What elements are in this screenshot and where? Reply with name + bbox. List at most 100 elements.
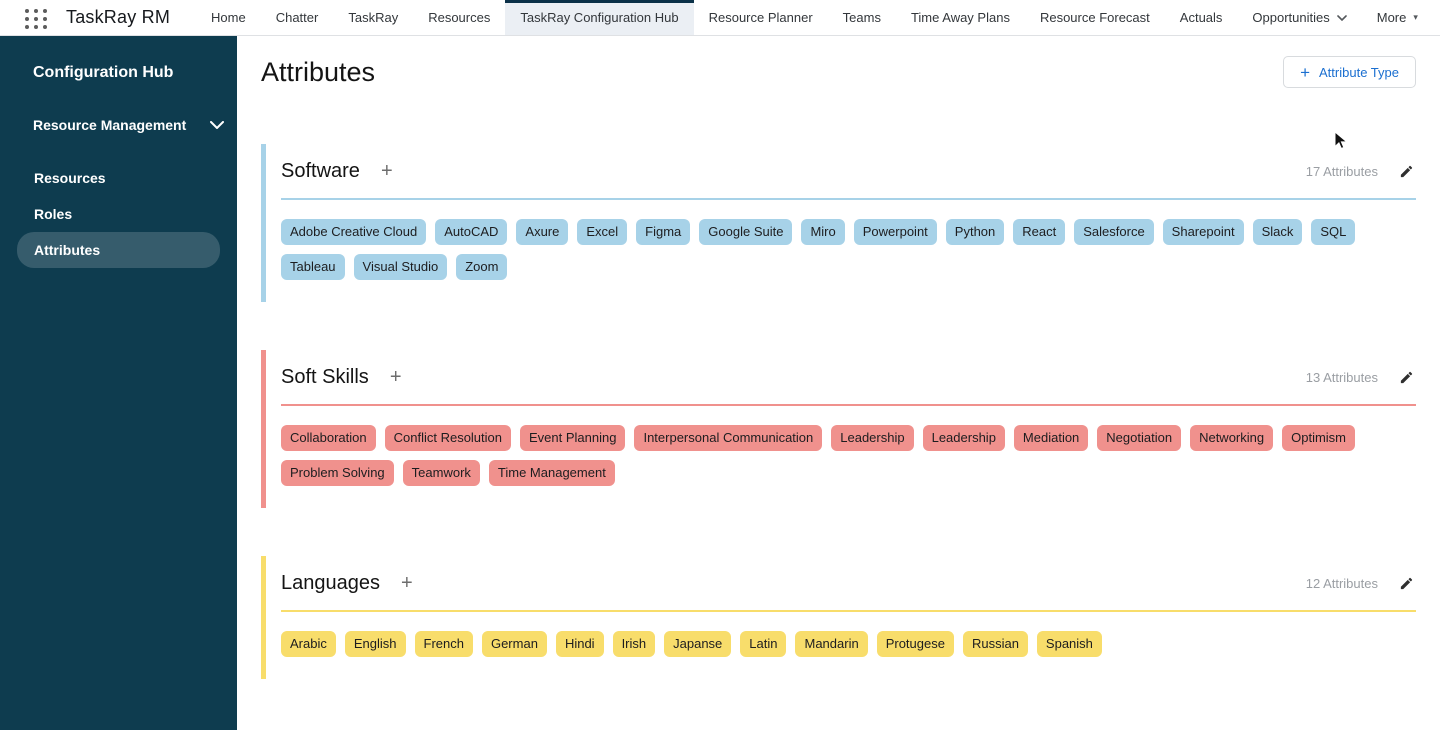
tag-list: Arabic English French German Hindi Irish Japan… <box>281 612 1413 679</box>
app-launcher-icon[interactable] <box>24 8 48 30</box>
tag-conflict-resolution[interactable]: Conflict Resolution <box>384 425 511 451</box>
tab-label: TaskRay <box>348 10 399 25</box>
plus-icon: + <box>1300 62 1311 82</box>
tab-label: Resource Planner <box>708 10 813 25</box>
attribute-count: 13 Attributes <box>1305 369 1378 385</box>
edit-section-pencil-icon[interactable] <box>1399 576 1414 591</box>
tab-teams[interactable]: Teams <box>828 0 896 35</box>
edit-section-pencil-icon[interactable] <box>1399 370 1414 385</box>
caret-down-icon: ▾ <box>1413 12 1418 22</box>
tag-leadership[interactable]: Leadership <box>922 425 1005 451</box>
tag-axure[interactable]: Axure <box>516 219 569 245</box>
section-soft-skills: Soft Skills +13 Attributes Collaboration Co… <box>261 350 1416 508</box>
sidebar: Configuration Hub Resource Management Re… <box>0 36 237 730</box>
tab-resource-planner[interactable]: Resource Planner <box>694 0 828 35</box>
section-header: Soft Skills +13 Attributes <box>281 350 1416 406</box>
tag-adobe-creative-cloud[interactable]: Adobe Creative Cloud <box>281 219 427 245</box>
section-header: Languages +12 Attributes <box>281 556 1416 612</box>
section-title: Software <box>281 159 360 182</box>
tag-python[interactable]: Python <box>945 219 1005 245</box>
tag-protugese[interactable]: Protugese <box>876 631 954 657</box>
chevron-down-icon <box>1336 14 1347 21</box>
tag-tableau[interactable]: Tableau <box>281 254 345 280</box>
main-content: Attributes + Attribute Type Software +17 … <box>237 36 1440 730</box>
tag-sql[interactable]: SQL <box>1311 219 1356 245</box>
tag-hindi[interactable]: Hindi <box>555 631 604 657</box>
section-header-right: 12 Attributes <box>1306 576 1416 591</box>
tag-autocad[interactable]: AutoCAD <box>435 219 508 245</box>
tag-react[interactable]: React <box>1013 219 1066 245</box>
tag-japanse[interactable]: Japanse <box>664 631 732 657</box>
add-attribute-button[interactable]: + <box>389 366 402 388</box>
tag-mandarin[interactable]: Mandarin <box>795 631 868 657</box>
add-attribute-button[interactable]: + <box>380 160 393 182</box>
tag-german[interactable]: German <box>481 631 547 657</box>
tab-resources[interactable]: Resources <box>413 0 505 35</box>
tab-taskray-configuration-hub[interactable]: TaskRay Configuration Hub <box>505 0 694 35</box>
tag-list: Adobe Creative Cloud AutoCAD Axure Excel Fig… <box>281 200 1413 302</box>
tab-home[interactable]: Home <box>196 0 261 35</box>
tab-label: Chatter <box>275 10 319 25</box>
tag-optimism[interactable]: Optimism <box>1282 425 1355 451</box>
tab-label: TaskRay Configuration Hub <box>520 10 679 25</box>
add-attribute-button[interactable]: + <box>400 572 413 594</box>
tag-french[interactable]: French <box>414 631 473 657</box>
tag-time-management[interactable]: Time Management <box>488 460 615 486</box>
tag-russian[interactable]: Russian <box>962 631 1028 657</box>
tag-sharepoint[interactable]: Sharepoint <box>1162 219 1244 245</box>
tab-label: Resources <box>428 10 491 25</box>
tag-salesforce[interactable]: Salesforce <box>1074 219 1154 245</box>
tag-list: Collaboration Conflict Resolution Event Pl… <box>281 406 1413 508</box>
tag-arabic[interactable]: Arabic <box>281 631 336 657</box>
edit-section-pencil-icon[interactable] <box>1399 164 1414 179</box>
tag-interpersonal-communication[interactable]: Interpersonal Communication <box>634 425 823 451</box>
add-attribute-type-button[interactable]: + Attribute Type <box>1283 56 1416 88</box>
tag-excel[interactable]: Excel <box>577 219 628 245</box>
tab-chatter[interactable]: Chatter <box>261 0 334 35</box>
sidebar-item-roles[interactable]: Roles <box>34 206 73 222</box>
sidebar-group-label: Resource Management <box>33 117 187 133</box>
tag-english[interactable]: English <box>344 631 406 657</box>
page-title: Attributes <box>261 56 376 87</box>
tag-networking[interactable]: Networking <box>1190 425 1274 451</box>
edit-nav-pencil-icon[interactable] <box>1433 0 1440 35</box>
tag-event-planning[interactable]: Event Planning <box>520 425 626 451</box>
section-header: Software +17 Attributes <box>281 144 1416 200</box>
tag-figma[interactable]: Figma <box>636 219 691 245</box>
sidebar-group-resource-management[interactable]: Resource Management <box>0 82 237 133</box>
section-title: Soft Skills <box>281 365 369 388</box>
tab-label: Opportunities <box>1252 10 1330 25</box>
tag-mediation[interactable]: Mediation <box>1013 425 1089 451</box>
tag-teamwork[interactable]: Teamwork <box>402 460 480 486</box>
tag-zoom[interactable]: Zoom <box>456 254 508 280</box>
tag-slack[interactable]: Slack <box>1252 219 1303 245</box>
tag-miro[interactable]: Miro <box>801 219 845 245</box>
section-header-left: Soft Skills + <box>281 366 402 389</box>
tab-actuals[interactable]: Actuals <box>1165 0 1238 35</box>
tab-resource-forecast[interactable]: Resource Forecast <box>1025 0 1165 35</box>
sidebar-item-attributes[interactable]: Attributes <box>17 232 220 268</box>
tab-time-away-plans[interactable]: Time Away Plans <box>896 0 1025 35</box>
tag-latin[interactable]: Latin <box>740 631 787 657</box>
tag-google-suite[interactable]: Google Suite <box>699 219 793 245</box>
app-name: TaskRay RM <box>66 7 171 27</box>
tag-irish[interactable]: Irish <box>612 631 656 657</box>
sidebar-items: Resources Roles Attributes <box>0 160 237 268</box>
top-nav: TaskRay RM Home Chatter TaskRay Resources Ta… <box>0 0 1440 36</box>
main-header: Attributes + Attribute Type <box>261 56 1416 88</box>
tag-negotiation[interactable]: Negotiation <box>1097 425 1182 451</box>
tag-spanish[interactable]: Spanish <box>1036 631 1102 657</box>
section-header-right: 17 Attributes <box>1306 164 1416 179</box>
chevron-down-icon <box>210 121 225 129</box>
sidebar-item-resources[interactable]: Resources <box>34 170 106 186</box>
tab-opportunities[interactable]: Opportunities <box>1237 0 1361 35</box>
tab-more[interactable]: More ▾ <box>1362 0 1433 35</box>
tag-problem-solving[interactable]: Problem Solving <box>281 460 394 486</box>
tab-taskray[interactable]: TaskRay <box>333 0 413 35</box>
tag-collaboration[interactable]: Collaboration <box>281 425 376 451</box>
tab-label: Resource Forecast <box>1039 10 1150 25</box>
tag-leadership[interactable]: Leadership <box>831 425 914 451</box>
tag-visual-studio[interactable]: Visual Studio <box>353 254 448 280</box>
section-software: Software +17 Attributes Adobe Creative Clo… <box>261 144 1416 302</box>
tag-powerpoint[interactable]: Powerpoint <box>853 219 937 245</box>
